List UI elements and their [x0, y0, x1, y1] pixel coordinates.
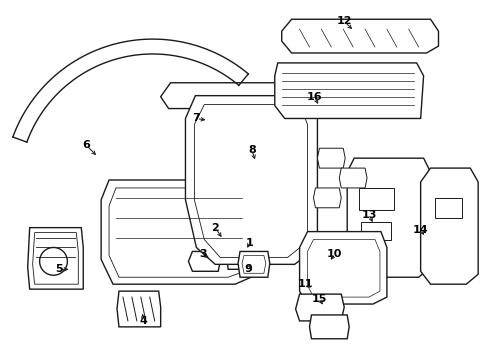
Polygon shape — [282, 19, 439, 53]
Polygon shape — [314, 188, 341, 208]
Text: 2: 2 — [211, 222, 219, 233]
Polygon shape — [185, 96, 318, 264]
Polygon shape — [225, 235, 268, 269]
Text: 11: 11 — [298, 279, 313, 289]
Bar — [435, 198, 462, 218]
Polygon shape — [28, 228, 83, 289]
Polygon shape — [310, 315, 349, 339]
Text: 16: 16 — [307, 92, 322, 102]
Polygon shape — [299, 231, 387, 304]
Text: 13: 13 — [361, 210, 377, 220]
Text: 3: 3 — [199, 249, 207, 260]
Polygon shape — [238, 251, 270, 277]
Polygon shape — [189, 251, 220, 271]
Text: 14: 14 — [413, 225, 428, 235]
Text: 12: 12 — [337, 16, 352, 26]
Polygon shape — [339, 168, 367, 188]
Polygon shape — [275, 63, 424, 118]
Text: 5: 5 — [56, 264, 63, 274]
Polygon shape — [161, 83, 297, 109]
Text: 8: 8 — [248, 145, 256, 155]
Text: 9: 9 — [244, 264, 252, 274]
Text: 6: 6 — [82, 140, 90, 150]
Bar — [361, 222, 391, 239]
Text: 7: 7 — [193, 113, 200, 123]
Polygon shape — [420, 168, 478, 284]
Bar — [359, 188, 394, 210]
Polygon shape — [318, 148, 345, 168]
Text: 4: 4 — [140, 316, 147, 326]
Polygon shape — [347, 158, 431, 277]
Text: 10: 10 — [327, 249, 342, 260]
Polygon shape — [117, 291, 161, 327]
Text: 15: 15 — [312, 294, 327, 304]
Polygon shape — [101, 180, 258, 284]
Text: 1: 1 — [246, 238, 254, 248]
Polygon shape — [295, 294, 344, 321]
